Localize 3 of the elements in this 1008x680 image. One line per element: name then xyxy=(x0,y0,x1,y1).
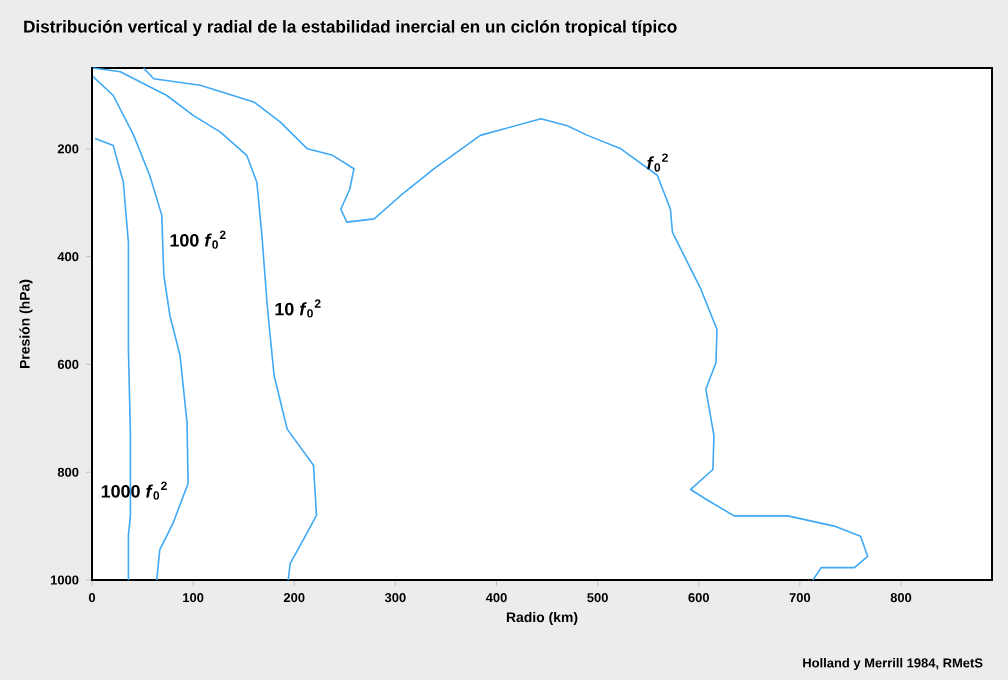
chart-title: Distribución vertical y radial de la estabilidad inercial en un ciclón tropical típico xyxy=(24,19,677,37)
line-series xyxy=(92,67,318,581)
line-series xyxy=(142,67,869,581)
